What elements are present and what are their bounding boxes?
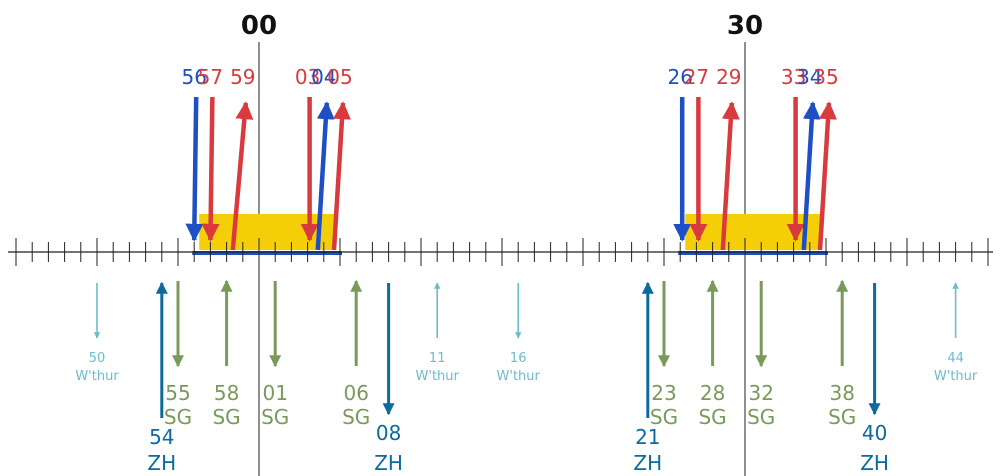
long-distance-arrow	[720, 101, 740, 251]
regional-destination: W'thur	[416, 369, 460, 384]
regional-time: 55	[165, 381, 190, 405]
platform-zone	[192, 214, 828, 255]
regional-time: 06	[343, 381, 368, 405]
regional-time: 23	[651, 381, 676, 405]
long-distance-label: 27	[684, 65, 709, 89]
regional-time: 38	[829, 381, 854, 405]
regional-time: 44	[947, 351, 964, 366]
regional-time: 21	[635, 425, 660, 449]
regional-destination: ZH	[633, 451, 662, 475]
long-distance-arrow	[315, 101, 335, 251]
regional-destination: SG	[164, 405, 192, 429]
long-distance-label: 03	[295, 65, 320, 89]
regional-destination: SG	[261, 405, 289, 429]
regional-destination: SG	[828, 405, 856, 429]
long-distance-label: 35	[813, 65, 838, 89]
platform-box	[685, 214, 821, 250]
platform-box	[199, 214, 335, 250]
regional-destination: W'thur	[75, 369, 119, 384]
long-distance-label: 56	[181, 65, 206, 89]
long-distance-label: 34	[797, 65, 822, 89]
regional-destination: SG	[212, 405, 240, 429]
regional-time: 32	[748, 381, 773, 405]
long-distance-label: 57	[198, 65, 223, 89]
regional-destination: ZH	[147, 451, 176, 475]
regional-time: 58	[214, 381, 239, 405]
regional-time: 08	[376, 421, 401, 445]
long-distance-label: 05	[327, 65, 352, 89]
long-distance-arrow	[331, 101, 351, 251]
regional-time: 11	[429, 351, 446, 366]
regional-time: 54	[149, 425, 174, 449]
regional-time: 50	[89, 351, 106, 366]
hour-label: 00	[241, 11, 277, 41]
hour-label: 30	[727, 11, 763, 41]
regional-destination: W'thur	[934, 369, 978, 384]
regional-time: 16	[510, 351, 527, 366]
regional-destination: ZH	[860, 451, 889, 475]
regional-destination: SG	[342, 405, 370, 429]
long-distance-arrow	[230, 101, 254, 251]
long-distance-label: 29	[716, 65, 741, 89]
time-axis	[8, 238, 993, 266]
regional-time: 01	[262, 381, 287, 405]
long-distance-label: 04	[311, 65, 336, 89]
regional-destination: W'thur	[497, 369, 541, 384]
regional-time: 40	[862, 421, 887, 445]
long-distance-label: 59	[230, 65, 255, 89]
regional-destination: ZH	[374, 451, 403, 475]
long-distance-label: 33	[781, 65, 806, 89]
regional-destination: SG	[747, 405, 775, 429]
regional-time: 28	[700, 381, 725, 405]
long-distance-label: 26	[667, 65, 692, 89]
long-distance-arrow	[201, 96, 220, 242]
regional-trains: 50W'thur54ZH55SG58SG01SG06SG08ZH11W'thur…	[75, 279, 978, 475]
regional-destination: SG	[650, 405, 678, 429]
regional-destination: SG	[698, 405, 726, 429]
long-distance-arrow	[185, 96, 204, 242]
long-distance-arrow	[817, 101, 837, 251]
long-distance-arrow	[801, 101, 821, 251]
